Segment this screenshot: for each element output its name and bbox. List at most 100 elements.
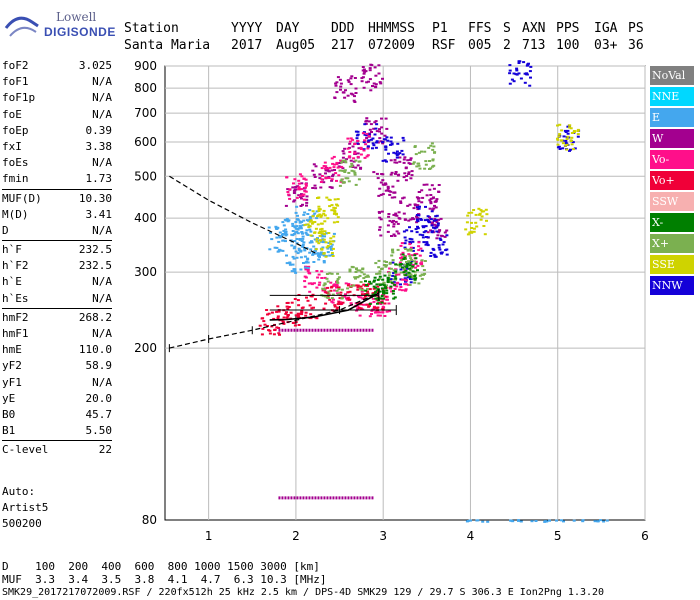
- echo-point-s2: [318, 281, 322, 284]
- echo-point-s2: [414, 266, 418, 269]
- echo-point-s6: [350, 162, 354, 165]
- echo-point-s0: [384, 117, 388, 120]
- echo-point-s1: [389, 140, 393, 143]
- echo-point-s1: [527, 62, 530, 65]
- echo-point-s2: [331, 162, 335, 165]
- echo-point-s0: [343, 147, 347, 150]
- echo-point-s5: [576, 133, 580, 136]
- y-tick-label: 500: [134, 169, 157, 183]
- echo-point-s1: [571, 141, 575, 144]
- echo-point-s6: [341, 169, 345, 172]
- echo-point-s1: [399, 268, 403, 271]
- echo-point-s4: [468, 519, 472, 522]
- echo-point-s0: [405, 175, 409, 177]
- echo-point-s6: [427, 146, 431, 149]
- echo-point-s7: [380, 295, 384, 297]
- echo-point-s2: [320, 277, 324, 279]
- echo-point-s1: [564, 131, 568, 133]
- echo-point-s0: [391, 185, 395, 188]
- echo-point-s0: [377, 64, 381, 67]
- echo-point-s2: [297, 188, 301, 191]
- param-row: fmin 1.73: [2, 171, 112, 187]
- echo-point-s2: [337, 174, 341, 177]
- echo-point-s5: [474, 221, 478, 224]
- echo-point-s5: [314, 227, 318, 230]
- echo-point-s0: [291, 186, 295, 189]
- echo-point-s1: [422, 226, 425, 229]
- echo-point-s6: [418, 274, 422, 277]
- echo-point-s1: [367, 139, 371, 142]
- echo-point-s5: [466, 214, 470, 217]
- echo-point-s4: [330, 247, 333, 250]
- echo-point-s7: [364, 289, 368, 292]
- echo-point-s2: [324, 167, 327, 170]
- echo-point-s4: [308, 217, 312, 219]
- echo-point-s4: [298, 220, 302, 223]
- echo-point-s4: [301, 235, 305, 238]
- echo-point-s4: [316, 254, 320, 257]
- echo-point-s1: [362, 131, 366, 134]
- echo-point-s0: [377, 72, 381, 75]
- echo-point-s7: [382, 292, 386, 295]
- param-value: N/A: [92, 375, 112, 389]
- param-value: 3.025: [78, 59, 112, 72]
- echo-point-s2: [399, 253, 403, 256]
- echo-point-s0: [370, 131, 373, 133]
- echo-point-s4: [555, 519, 558, 522]
- echo-point-s3: [384, 295, 388, 298]
- echo-point-s5: [467, 211, 471, 214]
- echo-point-s6: [358, 287, 362, 290]
- echo-point-s6: [358, 160, 362, 163]
- echo-point-s0: [393, 161, 397, 164]
- echo-point-s0: [390, 235, 393, 237]
- echo-point-s6: [330, 272, 334, 275]
- echo-point-s6: [416, 162, 420, 165]
- echo-point-s5: [324, 255, 328, 258]
- echo-point-s0: [443, 231, 447, 234]
- echo-point-s4: [284, 240, 287, 243]
- echo-point-s7: [382, 291, 386, 294]
- echo-point-s4: [319, 251, 323, 254]
- echo-point-s6: [338, 169, 342, 172]
- echo-point-s1: [435, 214, 439, 217]
- echo-point-s1: [508, 82, 512, 85]
- echo-point-s0: [344, 89, 347, 92]
- echo-point-s0: [426, 231, 430, 234]
- echo-point-s0: [345, 158, 348, 161]
- echo-point-s7: [411, 270, 415, 273]
- echo-point-s5: [321, 230, 325, 233]
- echo-point-s1: [445, 253, 449, 256]
- echo-point-s2: [320, 178, 324, 181]
- echo-point-s0: [362, 72, 366, 75]
- echo-point-s5: [317, 205, 321, 208]
- echo-point-s6: [414, 153, 418, 156]
- echo-point-s0: [406, 204, 410, 207]
- echo-point-s6: [409, 248, 413, 251]
- echo-point-s6: [378, 270, 382, 273]
- echo-point-s1: [408, 240, 412, 243]
- echo-point-s5: [561, 142, 565, 145]
- echo-point-s2: [339, 301, 343, 304]
- echo-point-s6: [339, 179, 343, 182]
- echo-point-s2: [383, 315, 387, 317]
- echo-point-s2: [363, 156, 367, 159]
- echo-point-s7: [391, 292, 395, 295]
- echo-point-s1: [422, 231, 426, 234]
- echo-point-s1: [415, 218, 419, 221]
- echo-point-s6: [404, 258, 407, 260]
- echo-point-s1: [426, 236, 430, 239]
- echo-point-s0: [338, 78, 342, 81]
- echo-point-s2: [363, 139, 367, 142]
- echo-point-s0: [379, 181, 383, 184]
- echo-point-s2: [316, 276, 320, 279]
- echo-point-s3: [366, 290, 369, 293]
- echo-point-s7: [380, 287, 384, 290]
- echo-point-s2: [365, 132, 369, 135]
- param-name: h`E: [2, 275, 22, 289]
- echo-point-s6: [346, 287, 350, 290]
- echo-point-s4: [599, 519, 602, 522]
- echo-point-s7: [374, 297, 378, 300]
- echo-point-s3: [304, 311, 308, 314]
- echo-point-s7: [409, 261, 413, 264]
- echo-point-s0: [335, 81, 339, 84]
